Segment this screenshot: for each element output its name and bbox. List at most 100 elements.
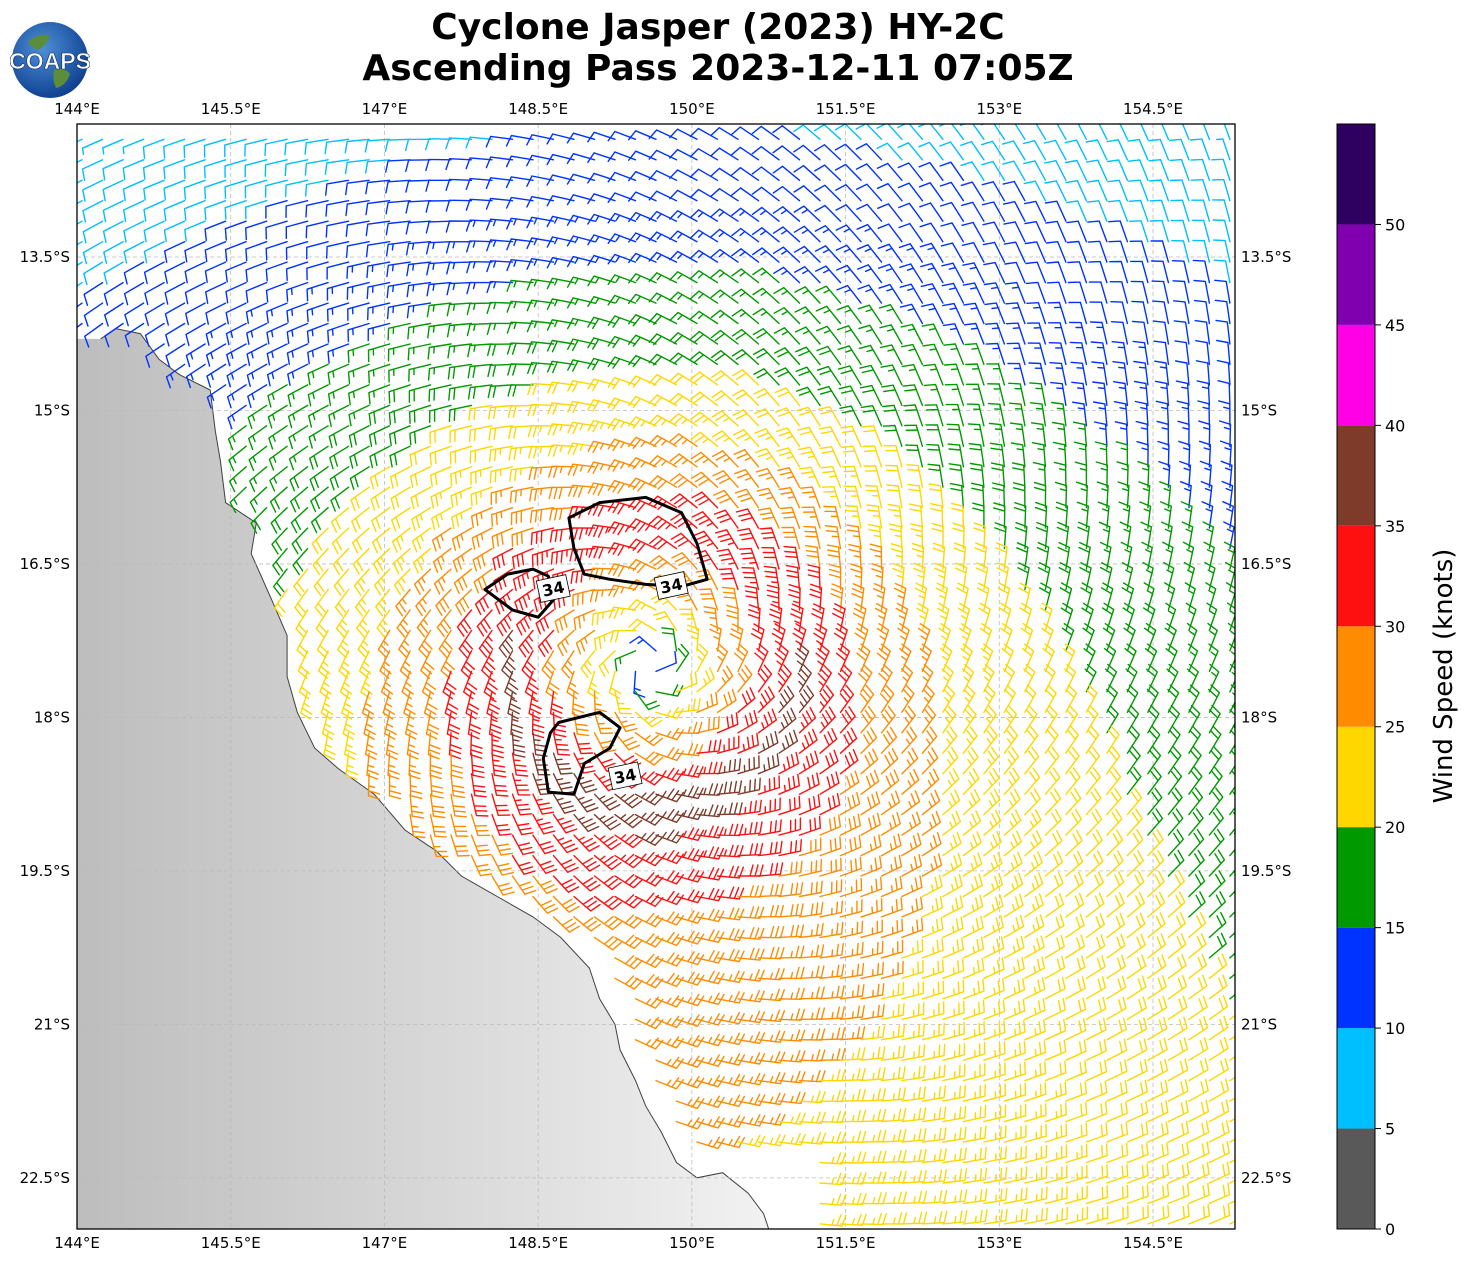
wind-barb bbox=[1024, 1186, 1048, 1205]
wind-barb bbox=[614, 914, 643, 929]
wind-barb bbox=[264, 179, 288, 198]
wind-barb bbox=[1147, 870, 1165, 898]
wind-barb bbox=[532, 895, 559, 914]
wind-barb bbox=[983, 1062, 1006, 1082]
wind-barb bbox=[690, 431, 719, 447]
wind-barb bbox=[754, 448, 780, 468]
wind-barb bbox=[961, 242, 985, 263]
wind-barb bbox=[1085, 955, 1106, 979]
wind-barb bbox=[1085, 684, 1098, 713]
wind-barb bbox=[351, 527, 370, 554]
wind-barb bbox=[1187, 643, 1199, 673]
wind-barb bbox=[1024, 914, 1045, 939]
wind-barb bbox=[144, 322, 165, 347]
wind-barb bbox=[1048, 322, 1067, 345]
wind-barb bbox=[1194, 319, 1211, 345]
wind-barb bbox=[1130, 280, 1149, 304]
wind-barb bbox=[206, 384, 227, 409]
wind-barb bbox=[511, 875, 537, 895]
wind-barb bbox=[1169, 138, 1190, 161]
wind-barb bbox=[420, 650, 435, 679]
wind-barb bbox=[772, 226, 801, 243]
wind-barb bbox=[675, 1117, 705, 1130]
wind-barb bbox=[445, 158, 473, 171]
wind-barb bbox=[435, 588, 452, 616]
wind-barb bbox=[752, 307, 780, 325]
wind-barb bbox=[429, 773, 444, 799]
wind-barb bbox=[1167, 974, 1188, 1000]
wind-barb bbox=[839, 1068, 866, 1082]
wind-barb bbox=[1145, 663, 1158, 693]
wind-barb bbox=[716, 548, 739, 570]
wind-barb bbox=[1147, 746, 1162, 775]
wind-barb bbox=[817, 664, 832, 693]
wind-barb bbox=[901, 790, 921, 816]
wind-barb bbox=[330, 486, 350, 512]
wind-barb bbox=[331, 507, 350, 533]
colorbar-segment bbox=[1337, 224, 1375, 325]
wind-barb bbox=[309, 445, 329, 470]
wind-barb bbox=[1044, 725, 1059, 754]
wind-barb bbox=[433, 568, 452, 595]
wind-barb bbox=[628, 130, 657, 141]
wind-barb bbox=[670, 532, 698, 550]
wind-barb bbox=[247, 384, 268, 408]
wind-barb bbox=[1045, 241, 1067, 263]
wind-barb bbox=[511, 527, 534, 547]
wind-barb bbox=[930, 503, 944, 529]
wind-barb bbox=[614, 833, 643, 849]
wind-barb bbox=[1208, 1120, 1230, 1143]
wind-barb bbox=[204, 200, 227, 221]
wind-barb bbox=[696, 691, 718, 713]
wind-barb bbox=[1091, 361, 1108, 386]
wind-barb bbox=[798, 794, 821, 816]
wind-barb bbox=[450, 773, 466, 799]
wind-barb bbox=[921, 959, 944, 979]
wind-barb bbox=[1065, 913, 1085, 939]
wind-barb bbox=[82, 179, 104, 202]
wind-barb bbox=[366, 281, 391, 300]
wind-barb bbox=[1229, 1138, 1235, 1143]
wind-barb bbox=[872, 582, 886, 611]
wind-barb bbox=[224, 138, 247, 158]
wind-barb bbox=[711, 370, 739, 386]
wind-barb bbox=[245, 281, 268, 303]
colorbar-segment bbox=[1337, 425, 1375, 526]
wind-barb bbox=[689, 148, 719, 161]
wind-barb bbox=[830, 583, 844, 611]
wind-barb bbox=[1180, 501, 1193, 529]
wind-barb bbox=[104, 302, 124, 327]
wind-barb bbox=[757, 686, 775, 713]
wind-barb bbox=[819, 685, 835, 713]
wind-barb bbox=[271, 527, 288, 555]
wind-barb bbox=[1152, 320, 1170, 345]
wind-barb bbox=[942, 958, 965, 979]
wind-barb bbox=[1127, 159, 1149, 181]
wind-barb bbox=[506, 259, 534, 272]
wind-barb bbox=[401, 670, 414, 700]
wind-barb bbox=[1167, 1183, 1190, 1205]
wind-barb bbox=[143, 220, 165, 243]
wind-barb bbox=[983, 705, 997, 734]
wind-barb bbox=[552, 854, 579, 873]
wind-barb bbox=[1147, 995, 1168, 1020]
wind-barb bbox=[367, 343, 391, 363]
wind-barb bbox=[921, 747, 939, 775]
wind-barb bbox=[1126, 954, 1147, 979]
wind-barb bbox=[819, 793, 841, 816]
wind-barb bbox=[357, 629, 370, 659]
wind-barb bbox=[1139, 501, 1152, 529]
wind-barb bbox=[425, 200, 452, 213]
wind-barb bbox=[1074, 461, 1088, 488]
wind-barb bbox=[880, 769, 900, 795]
wind-barb bbox=[1167, 1037, 1189, 1061]
wind-barb bbox=[818, 426, 842, 447]
wind-barb bbox=[1126, 1038, 1148, 1061]
wind-barb bbox=[1008, 382, 1026, 407]
wind-barb bbox=[819, 836, 842, 857]
wind-barb bbox=[628, 171, 657, 182]
wind-barb bbox=[528, 466, 555, 480]
wind-barb bbox=[752, 328, 780, 345]
wind-barb bbox=[757, 1113, 786, 1126]
wind-barb bbox=[491, 752, 507, 778]
